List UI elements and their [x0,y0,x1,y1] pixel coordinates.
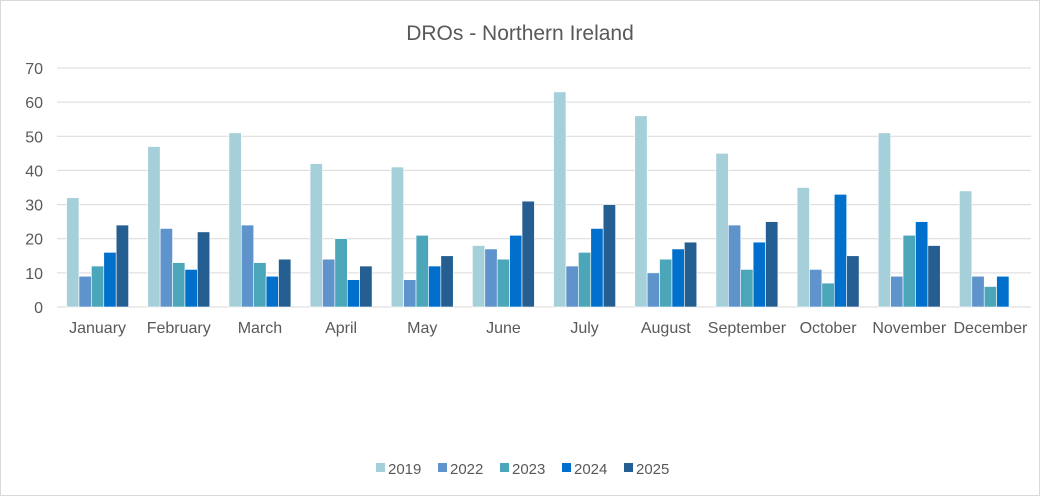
x-tick-label: July [570,320,598,337]
bar-2022-december [971,275,985,308]
x-tick-label: January [69,320,126,337]
bar-2022-june [484,248,498,308]
bar-2022-april [322,258,336,308]
bar-2025-august [684,241,698,308]
bar-2025-september [765,221,779,308]
bar-2019-january [66,197,80,308]
bar-2024-may [428,265,442,308]
bar-2023-april [334,238,348,308]
bar-2019-february [147,146,161,308]
legend-item-2022: 2022 [438,461,483,478]
bar-2023-november [902,235,916,308]
bar-2024-january [103,252,117,308]
bar-2025-february [197,231,211,308]
legend-item-2019: 2019 [376,461,421,478]
legend-item-2025: 2025 [624,461,669,478]
bar-2023-september [740,269,754,308]
bar-2024-april [346,279,360,308]
bar-2025-june [521,200,535,308]
bar-2024-june [509,235,523,308]
bar-2025-april [359,265,373,308]
bar-2022-march [241,224,255,308]
bar-2025-july [602,204,616,308]
bar-2023-may [415,235,429,308]
bar-2023-august [659,258,673,308]
legend-item-2024: 2024 [562,461,607,478]
bar-2019-december [959,190,973,308]
bar-2025-october [846,255,860,308]
y-tick-label: 20 [25,232,43,249]
bar-2022-july [565,265,579,308]
bar-2022-september [728,224,742,308]
bar-2024-november [915,221,929,308]
y-tick-label: 0 [34,300,43,317]
chart-title: DROs - Northern Ireland [406,22,634,45]
bar-2022-may [403,279,417,308]
bar-2024-august [671,248,685,308]
x-tick-label: May [407,320,437,337]
bar-2024-july [590,228,604,308]
bar-2019-may [390,166,404,308]
bar-2024-february [184,269,198,308]
bar-2022-october [809,269,823,308]
bar-2025-may [440,255,454,308]
bar-2025-november [927,245,941,308]
bar-2019-june [472,245,486,308]
legend-label: 2024 [574,461,607,478]
y-tick-label: 10 [25,266,43,283]
bar-2024-march [265,275,279,308]
legend-item-2023: 2023 [500,461,545,478]
bar-2023-january [91,265,105,308]
bar-2023-march [253,262,267,308]
bar-2023-february [172,262,186,308]
bar-2024-december [996,275,1010,308]
x-tick-label: March [238,320,282,337]
bar-2023-july [578,252,592,308]
x-tick-label: November [872,320,946,337]
bar-2019-april [309,163,323,308]
legend-swatch [376,463,385,472]
legend-label: 2019 [388,461,421,478]
bar-2019-august [634,115,648,308]
bar-2023-october [821,282,835,308]
bar-2019-october [796,187,810,308]
legend-swatch [624,463,633,472]
bar-2025-january [115,224,129,308]
x-tick-label: April [325,320,357,337]
legend-swatch [562,463,571,472]
legend-label: 2023 [512,461,545,478]
y-tick-label: 30 [25,198,43,215]
x-tick-label: September [708,320,787,337]
bar-2024-october [833,194,847,308]
legend-label: 2025 [636,461,669,478]
bar-2023-december [983,286,997,308]
legend-swatch [438,463,447,472]
legend-swatch [500,463,509,472]
bar-2025-march [278,258,292,308]
bar-2023-june [496,258,510,308]
bar-2022-january [78,275,92,308]
bar-2022-november [890,275,904,308]
x-tick-label: February [147,320,211,337]
x-tick-label: June [486,320,521,337]
y-tick-label: 60 [25,95,43,112]
bar-2019-september [715,153,729,308]
bar-2024-september [752,241,766,308]
bar-2022-february [159,228,173,308]
x-tick-label: December [954,320,1028,337]
y-tick-label: 70 [25,61,43,78]
bar-2019-march [228,132,242,308]
y-tick-label: 50 [25,129,43,146]
bar-2019-november [877,132,891,308]
bar-2019-july [553,91,567,308]
y-tick-label: 40 [25,163,43,180]
legend-label: 2022 [450,461,483,478]
x-tick-label: August [641,320,691,337]
x-tick-label: October [800,320,858,337]
bar-2022-august [646,272,660,308]
